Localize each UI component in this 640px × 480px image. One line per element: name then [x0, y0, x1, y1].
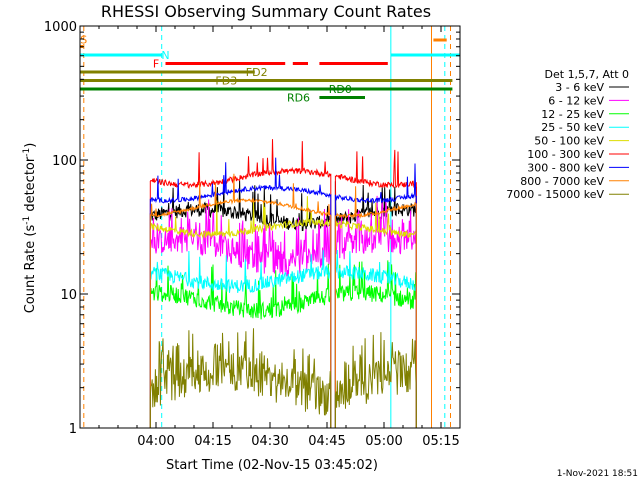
legend-label-4: 50 - 100 keV [534, 135, 604, 148]
y-tick-label-1: 10 [60, 288, 77, 303]
legend-label-8: 7000 - 15000 keV [506, 188, 604, 201]
x-tick-label-2: 04:30 [251, 434, 288, 449]
series-8-line [149, 328, 417, 428]
flag-label-rd6: RD6 [287, 92, 310, 105]
x-tick-label-0: 04:00 [137, 434, 174, 449]
y-tick-label-3: 1000 [44, 20, 77, 35]
series-1-line [149, 195, 417, 428]
legend-label-6: 300 - 800 keV [527, 161, 604, 174]
y-axis-title: Count Rate (s-1 detector-1) [22, 143, 38, 314]
plot-area: S NF FD2 FD3 RD0 RD6 [80, 26, 460, 428]
series-2-line [149, 260, 417, 428]
y-axis-title-end: ) [23, 143, 38, 148]
legend-label-0: 3 - 6 keV [555, 81, 604, 94]
generated-timestamp: 1-Nov-2021 18:51 [557, 469, 638, 479]
x-tick-label-5: 05:15 [422, 434, 459, 449]
axes-ticks: 04:00 04:15 04:30 04:45 05:00 05:15 1 10 100 1000 [44, 20, 461, 449]
series-6-line [149, 157, 417, 428]
legend-label-2: 12 - 25 keV [541, 108, 604, 121]
legend-label-3: 25 - 50 keV [541, 121, 604, 134]
flag-label-f: F [153, 58, 159, 71]
y-axis-title-sup2: -1 [22, 148, 32, 157]
legend-label-7: 800 - 7000 keV [520, 175, 604, 188]
x-tick-label-1: 04:15 [194, 434, 231, 449]
x-axis-title: Start Time (02-Nov-15 03:45:02) [166, 458, 378, 473]
chart-title: RHESSI Observing Summary Count Rates [101, 2, 431, 21]
flag-label-fd2: FD2 [246, 66, 268, 79]
y-axis-title-sup1: -1 [22, 216, 32, 225]
series-3-line [149, 249, 417, 428]
flag-label-fd3: FD3 [215, 75, 237, 88]
y-axis-title-main: Count Rate (s [23, 225, 38, 314]
y-tick-label-2: 100 [52, 154, 77, 169]
series-5-line [149, 139, 417, 428]
series-4-line [149, 196, 417, 428]
plot-clip-group [80, 26, 460, 428]
y-tick-label-0: 1 [69, 422, 77, 437]
series-7-line [149, 173, 417, 428]
flag-label-rd0: RD0 [329, 83, 352, 96]
legend-label-5: 100 - 300 keV [527, 148, 604, 161]
x-tick-label-4: 05:00 [365, 434, 402, 449]
y-axis-title-mid: detector [23, 156, 38, 216]
flag-label-n: N [161, 49, 169, 62]
flag-label-s: S [80, 34, 87, 47]
x-tick-label-3: 04:45 [308, 434, 345, 449]
legend-header: Det 1,5,7, Att 0 [545, 68, 629, 81]
legend-label-1: 6 - 12 keV [548, 94, 604, 107]
